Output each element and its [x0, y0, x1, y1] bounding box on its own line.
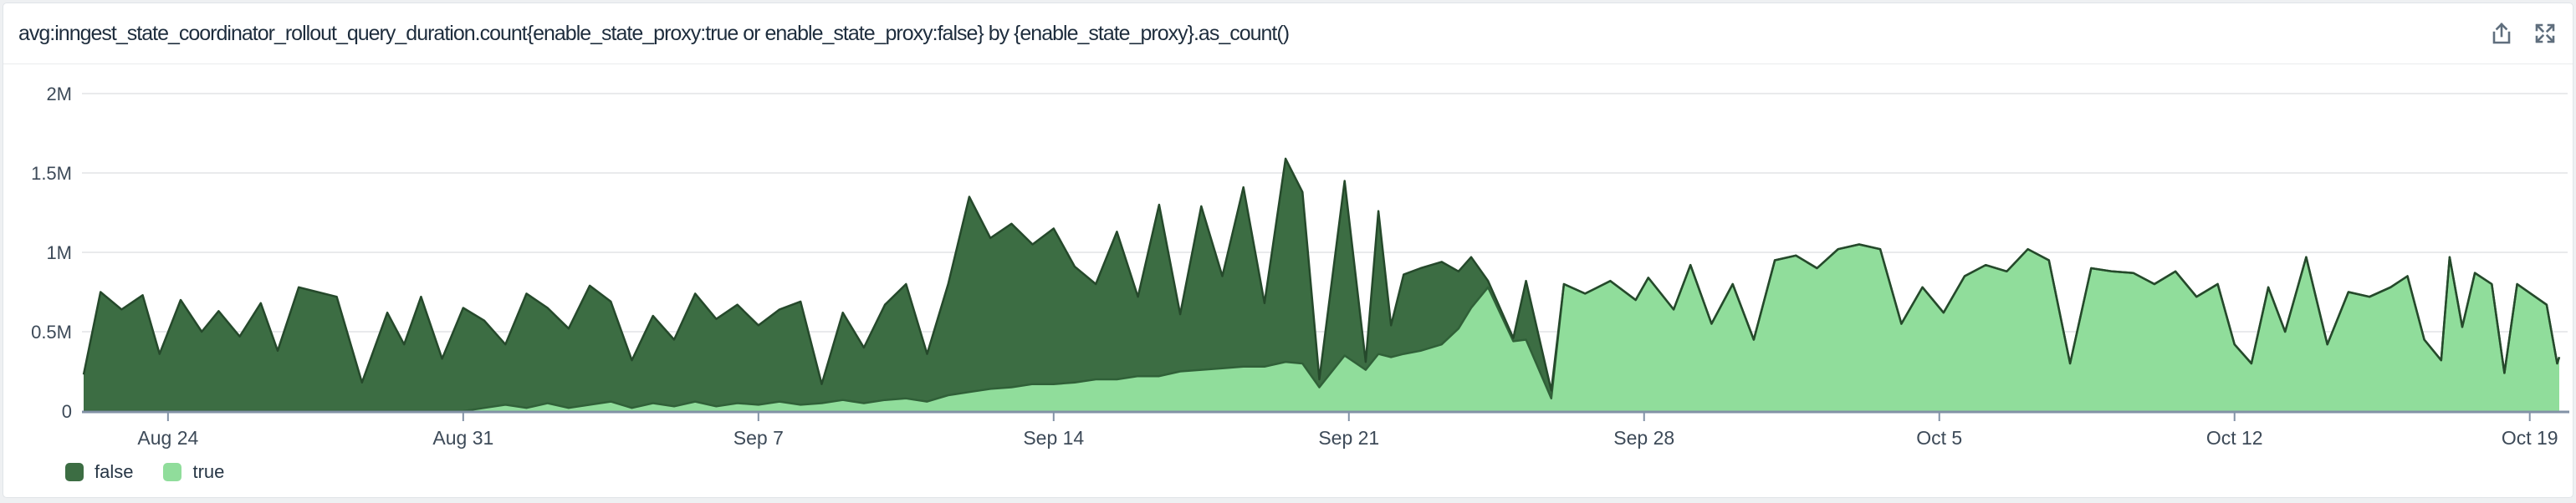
legend-item-true[interactable]: true [163, 461, 224, 483]
x-tick-label: Sep 7 [733, 427, 784, 449]
chart-legend: false true [65, 461, 224, 483]
x-tick-label: Aug 24 [137, 427, 198, 449]
y-tick-label: 0 [62, 401, 72, 422]
fullscreen-button[interactable] [2531, 19, 2559, 48]
timeseries-chart[interactable]: Aug 24 Aug 31 Sep 7 Sep 14 Sep 21 Sep 28 Oct 5… [3, 64, 2573, 455]
area-series-false [84, 158, 2559, 411]
share-export-icon [2492, 23, 2511, 44]
x-tick-label: Sep 21 [1318, 427, 1379, 449]
x-tick-label: Sep 28 [1613, 427, 1674, 449]
legend-swatch-true [163, 463, 182, 481]
x-tick-label: Sep 14 [1023, 427, 1084, 449]
y-tick-label: 1.5M [31, 163, 72, 184]
chart-body: Aug 24 Aug 31 Sep 7 Sep 14 Sep 21 Sep 28 Oct 5… [3, 64, 2573, 455]
fullscreen-expand-icon [2535, 23, 2555, 43]
legend-label-true: true [192, 461, 225, 482]
graph-header: avg:inngest_state_coordinator_rollout_qu… [3, 3, 2573, 64]
x-tick-label: Oct 19 [2502, 427, 2558, 449]
legend-item-false[interactable]: false [65, 461, 133, 483]
page-title: avg:inngest_state_coordinator_rollout_qu… [18, 21, 1290, 45]
export-button[interactable] [2487, 19, 2516, 48]
x-tick-label: Aug 31 [432, 427, 493, 449]
legend-label-false: false [95, 461, 134, 482]
y-tick-label: 1M [46, 242, 72, 263]
area-series-true [84, 244, 2559, 411]
graph-widget-card: avg:inngest_state_coordinator_rollout_qu… [3, 3, 2573, 498]
line-series-false [82, 157, 2561, 392]
header-actions [2487, 19, 2573, 48]
legend-swatch-false [65, 463, 84, 481]
x-tick-label: Oct 12 [2206, 427, 2263, 449]
y-tick-label: 0.5M [31, 322, 72, 343]
x-tick-label: Oct 5 [1916, 427, 1962, 449]
y-tick-label: 2M [46, 84, 72, 104]
